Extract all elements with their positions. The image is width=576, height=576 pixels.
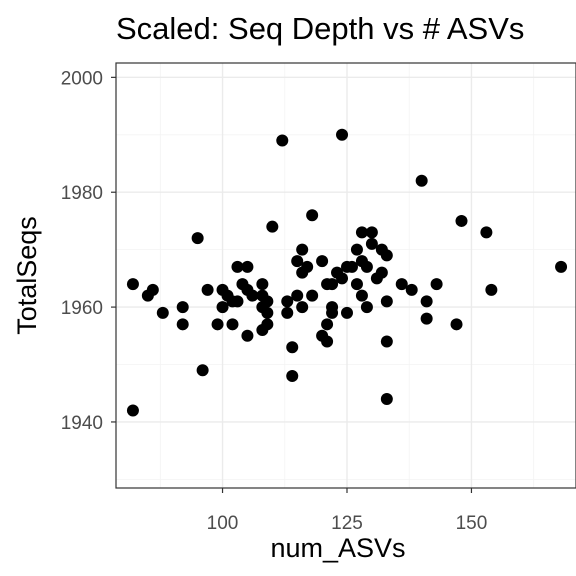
data-point [261, 306, 274, 319]
plot-border [115, 62, 576, 489]
data-point [191, 232, 204, 245]
y-tick-label: 2000 [61, 68, 103, 89]
data-point [291, 289, 304, 302]
y-axis: 1940 1960 1980 2000 [61, 68, 116, 434]
data-point [306, 289, 319, 302]
data-point [420, 312, 433, 325]
x-tick-label: 150 [456, 513, 488, 534]
data-point [286, 370, 299, 383]
data-point [395, 278, 408, 291]
data-point [306, 209, 319, 222]
data-point [326, 278, 339, 291]
data-point [316, 255, 329, 268]
data-point [301, 260, 314, 273]
data-point [345, 260, 358, 273]
data-point [291, 255, 304, 268]
data-point [231, 260, 244, 273]
data-point [281, 295, 294, 308]
data-point [340, 306, 353, 319]
data-point [355, 226, 368, 239]
data-point [286, 341, 299, 354]
data-point [241, 260, 254, 273]
data-point [455, 214, 468, 227]
data-point [146, 283, 159, 296]
data-point [126, 278, 139, 291]
data-point [201, 283, 214, 296]
data-point [176, 318, 189, 331]
data-point [216, 301, 229, 314]
data-point [321, 335, 334, 348]
y-tick-label: 1980 [61, 183, 103, 204]
data-point [246, 289, 259, 302]
data-point [380, 335, 393, 348]
data-point [355, 289, 368, 302]
x-axis-title: num_ASVs [270, 533, 405, 563]
data-point [126, 404, 139, 417]
data-point [176, 301, 189, 314]
data-point [276, 134, 289, 147]
data-point [296, 243, 309, 256]
y-tick-label: 1940 [61, 413, 103, 434]
y-axis-title: TotalSeqs [12, 216, 42, 335]
data-point [156, 306, 169, 319]
data-point [231, 295, 244, 308]
data-point [350, 243, 363, 256]
data-point [321, 318, 334, 331]
data-points [126, 128, 568, 417]
data-point [375, 266, 388, 279]
data-point [350, 278, 363, 291]
data-point [296, 301, 309, 314]
y-tick-label: 1960 [61, 298, 103, 319]
data-point [196, 364, 209, 377]
data-point [405, 283, 418, 296]
data-point [261, 295, 274, 308]
plot-panel [115, 62, 576, 489]
data-point [266, 220, 279, 233]
data-point [226, 318, 239, 331]
data-point [241, 329, 254, 342]
chart-title: Scaled: Seq Depth vs # ASVs [116, 11, 524, 46]
data-point [420, 295, 433, 308]
data-point [415, 174, 428, 187]
data-point [261, 318, 274, 331]
x-tick-label: 125 [331, 513, 363, 534]
data-point [336, 272, 349, 285]
data-point [480, 226, 493, 239]
data-point [430, 278, 443, 291]
x-axis: 100 125 150 [207, 488, 488, 534]
data-point [326, 306, 339, 319]
data-point [380, 295, 393, 308]
data-point [336, 128, 349, 141]
data-point [256, 278, 269, 291]
data-point [485, 283, 498, 296]
data-point [365, 237, 378, 250]
x-tick-label: 100 [207, 513, 239, 534]
data-point [211, 318, 224, 331]
data-point [380, 392, 393, 405]
data-point [555, 260, 568, 273]
data-point [365, 226, 378, 239]
data-point [360, 260, 373, 273]
data-point [360, 301, 373, 314]
data-point [450, 318, 463, 331]
data-point [281, 306, 294, 319]
data-point [380, 249, 393, 262]
